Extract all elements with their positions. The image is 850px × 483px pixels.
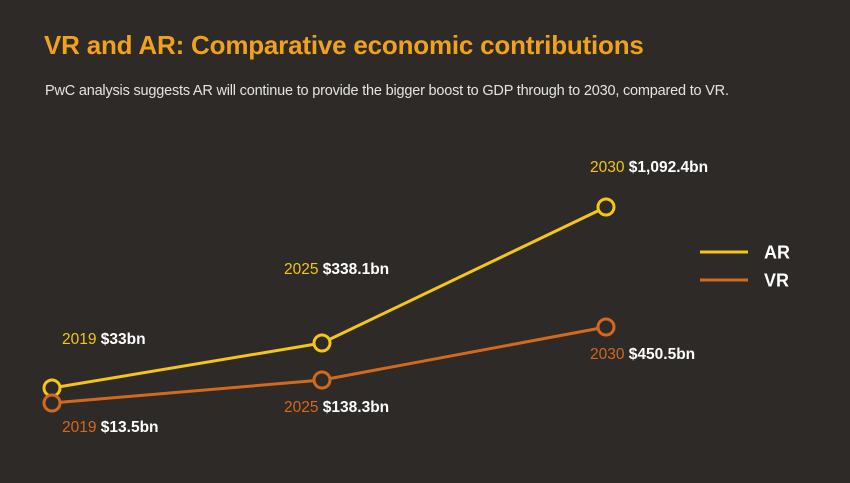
chart-title: VR and AR: Comparative economic contribu… [44, 30, 644, 60]
data-label-vr-2030: 2030 $450.5bn [590, 346, 695, 363]
data-points [42, 197, 616, 413]
legend-label-vr: VR [764, 271, 789, 291]
data-label-year: 2019 [62, 331, 101, 348]
data-label-year: 2030 [590, 159, 629, 176]
data-label-ar-2025: 2025 $338.1bn [284, 261, 389, 278]
data-label-value: $1,092.4bn [629, 159, 708, 176]
data-label-value: $33bn [101, 331, 146, 348]
data-label-ar-2030: 2030 $1,092.4bn [590, 159, 708, 176]
data-label-value: $450.5bn [629, 346, 695, 363]
legend-label-ar: AR [764, 243, 790, 263]
data-point-vr-2025 [312, 370, 332, 390]
data-label-vr-2025: 2025 $138.3bn [284, 399, 389, 416]
data-label-value: $13.5bn [101, 419, 159, 436]
data-label-year: 2025 [284, 261, 323, 278]
legend: AR VR [700, 243, 790, 291]
data-point-ar-2025 [312, 333, 332, 353]
data-label-year: 2030 [590, 346, 629, 363]
series-line-ar [51, 205, 607, 390]
data-label-year: 2019 [62, 419, 101, 436]
data-label-year: 2025 [284, 399, 323, 416]
chart-subtitle: PwC analysis suggests AR will continue t… [45, 83, 729, 99]
data-point-vr-2019 [42, 393, 62, 413]
data-label-ar-2019: 2019 $33bn [62, 331, 146, 348]
data-point-ar-2030 [596, 197, 616, 217]
data-label-vr-2019: 2019 $13.5bn [62, 419, 159, 436]
data-label-value: $138.3bn [323, 399, 389, 416]
data-point-vr-2030 [596, 317, 616, 337]
data-label-value: $338.1bn [323, 261, 389, 278]
